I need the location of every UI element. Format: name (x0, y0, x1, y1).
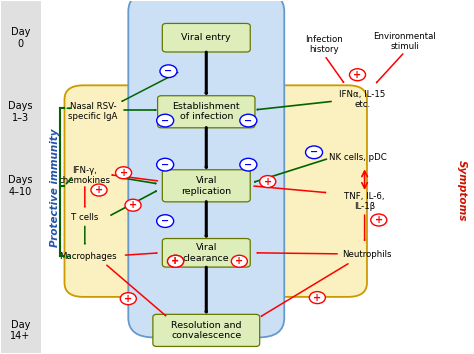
Circle shape (160, 65, 177, 78)
Text: Days
4–10: Days 4–10 (8, 175, 33, 196)
Circle shape (156, 215, 173, 227)
Circle shape (260, 176, 276, 188)
Text: Day
0: Day 0 (11, 27, 30, 48)
Text: Day
14+: Day 14+ (10, 320, 31, 341)
Text: −: − (161, 216, 169, 226)
Text: −: − (161, 116, 169, 126)
FancyBboxPatch shape (64, 85, 367, 297)
Circle shape (120, 293, 137, 305)
Circle shape (240, 114, 257, 127)
Circle shape (156, 158, 173, 171)
Text: Establishment
of infection: Establishment of infection (173, 102, 240, 121)
Text: +: + (313, 293, 321, 303)
Text: +: + (172, 256, 180, 266)
Text: +: + (354, 70, 362, 80)
Text: Nasal RSV-
specific IgA: Nasal RSV- specific IgA (68, 102, 118, 121)
Text: +: + (119, 168, 128, 178)
Circle shape (116, 167, 132, 179)
Text: Symptoms: Symptoms (456, 160, 466, 222)
Circle shape (231, 255, 247, 267)
Text: +: + (172, 256, 180, 266)
Text: Viral entry: Viral entry (182, 33, 231, 42)
FancyBboxPatch shape (162, 239, 250, 267)
Text: −: − (244, 116, 253, 126)
Text: +: + (129, 200, 137, 210)
Text: Environmental
stimuli: Environmental stimuli (374, 32, 436, 51)
Text: NK cells, pDC: NK cells, pDC (328, 153, 386, 162)
FancyBboxPatch shape (157, 96, 255, 128)
Text: Protective immunity: Protective immunity (50, 129, 60, 247)
Text: +: + (124, 294, 132, 304)
Circle shape (125, 199, 141, 211)
Text: Days
1–3: Days 1–3 (8, 101, 33, 122)
Text: +: + (264, 177, 272, 187)
Text: +: + (95, 185, 103, 195)
Circle shape (306, 146, 322, 159)
Text: Neutrophils: Neutrophils (342, 250, 392, 259)
Text: IFNα, IL-15
etc.: IFNα, IL-15 etc. (339, 90, 385, 109)
Text: Viral
replication: Viral replication (181, 176, 231, 195)
Circle shape (91, 184, 107, 196)
Circle shape (371, 214, 387, 226)
Text: Resolution and
convalescence: Resolution and convalescence (171, 321, 242, 340)
FancyBboxPatch shape (0, 1, 41, 353)
Text: Viral
clearance: Viral clearance (183, 243, 229, 263)
FancyBboxPatch shape (162, 170, 250, 202)
Circle shape (156, 114, 173, 127)
Text: TNF, IL-6,
IL-1β: TNF, IL-6, IL-1β (344, 192, 385, 211)
Text: +: + (235, 256, 244, 266)
Circle shape (167, 255, 183, 267)
Circle shape (167, 255, 183, 267)
Text: +: + (375, 215, 383, 225)
Text: −: − (161, 160, 169, 170)
Text: −: − (310, 147, 318, 157)
FancyBboxPatch shape (153, 314, 260, 347)
FancyBboxPatch shape (128, 0, 284, 337)
Text: −: − (164, 66, 173, 76)
Text: −: − (244, 160, 253, 170)
Text: Macrophages: Macrophages (59, 252, 117, 261)
Text: Infection
history: Infection history (306, 35, 343, 55)
Text: IFN-γ,
chemokines: IFN-γ, chemokines (59, 166, 111, 185)
Circle shape (240, 158, 257, 171)
Circle shape (349, 69, 365, 81)
Text: T cells: T cells (71, 213, 99, 222)
FancyBboxPatch shape (162, 23, 250, 52)
Circle shape (310, 292, 325, 304)
